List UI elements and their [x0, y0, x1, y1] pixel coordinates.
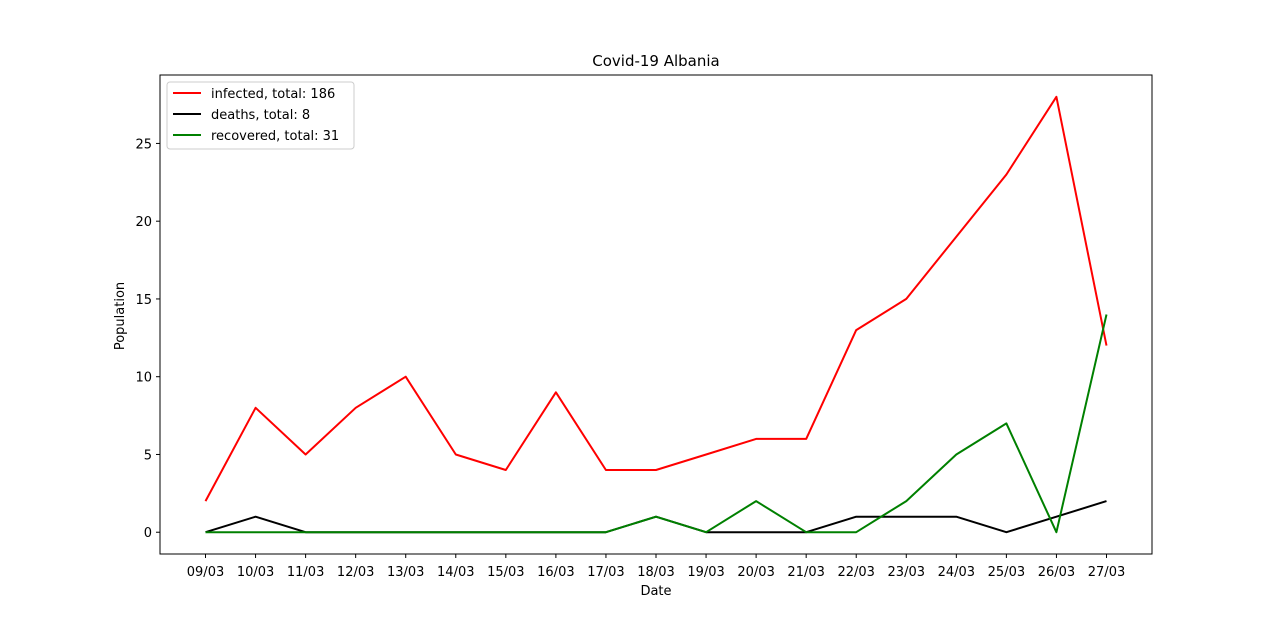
x-tick-label: 22/03 — [837, 565, 874, 580]
legend-label: infected, total: 186 — [211, 87, 335, 102]
x-tick-label: 18/03 — [637, 565, 674, 580]
y-tick-label: 0 — [144, 526, 152, 541]
x-tick-label: 26/03 — [1038, 565, 1075, 580]
x-tick-label: 19/03 — [687, 565, 724, 580]
x-tick-label: 23/03 — [888, 565, 925, 580]
x-tick-label: 21/03 — [787, 565, 824, 580]
chart-title: Covid-19 Albania — [592, 52, 720, 70]
y-tick-label: 5 — [144, 448, 152, 463]
legend-label: recovered, total: 31 — [211, 129, 339, 144]
y-tick-label: 15 — [135, 293, 152, 308]
x-tick-label: 24/03 — [938, 565, 975, 580]
y-tick-label: 25 — [135, 137, 152, 152]
series-line-3 — [205, 314, 1108, 534]
series-line-1 — [204, 95, 1108, 502]
x-tick-label: 13/03 — [387, 565, 424, 580]
legend-box — [166, 81, 355, 150]
x-tick-label: 15/03 — [487, 565, 524, 580]
legend-label: deaths, total: 8 — [211, 108, 310, 123]
x-tick-label: 27/03 — [1088, 565, 1125, 580]
x-tick-label: 12/03 — [337, 565, 374, 580]
x-tick-label: 09/03 — [187, 565, 224, 580]
x-tick-label: 25/03 — [988, 565, 1025, 580]
y-tick-label: 10 — [135, 371, 152, 386]
x-axis-label: Date — [640, 584, 671, 599]
x-tick-label: 11/03 — [287, 565, 324, 580]
x-tick-label: 20/03 — [737, 565, 774, 580]
x-tick-label: 10/03 — [237, 565, 274, 580]
legend: infected, total: 186 deaths, total: 8 reco… — [166, 81, 355, 150]
x-tick-label: 17/03 — [587, 565, 624, 580]
x-tick-label: 16/03 — [537, 565, 574, 580]
y-axis-label: Population — [113, 282, 128, 350]
plot-area: 09/03 10/03 11/03 12/03 13/03 14/03 15/03 16/03… — [135, 74, 1153, 580]
y-tick-label: 20 — [135, 215, 152, 230]
x-tick-label: 14/03 — [437, 565, 474, 580]
